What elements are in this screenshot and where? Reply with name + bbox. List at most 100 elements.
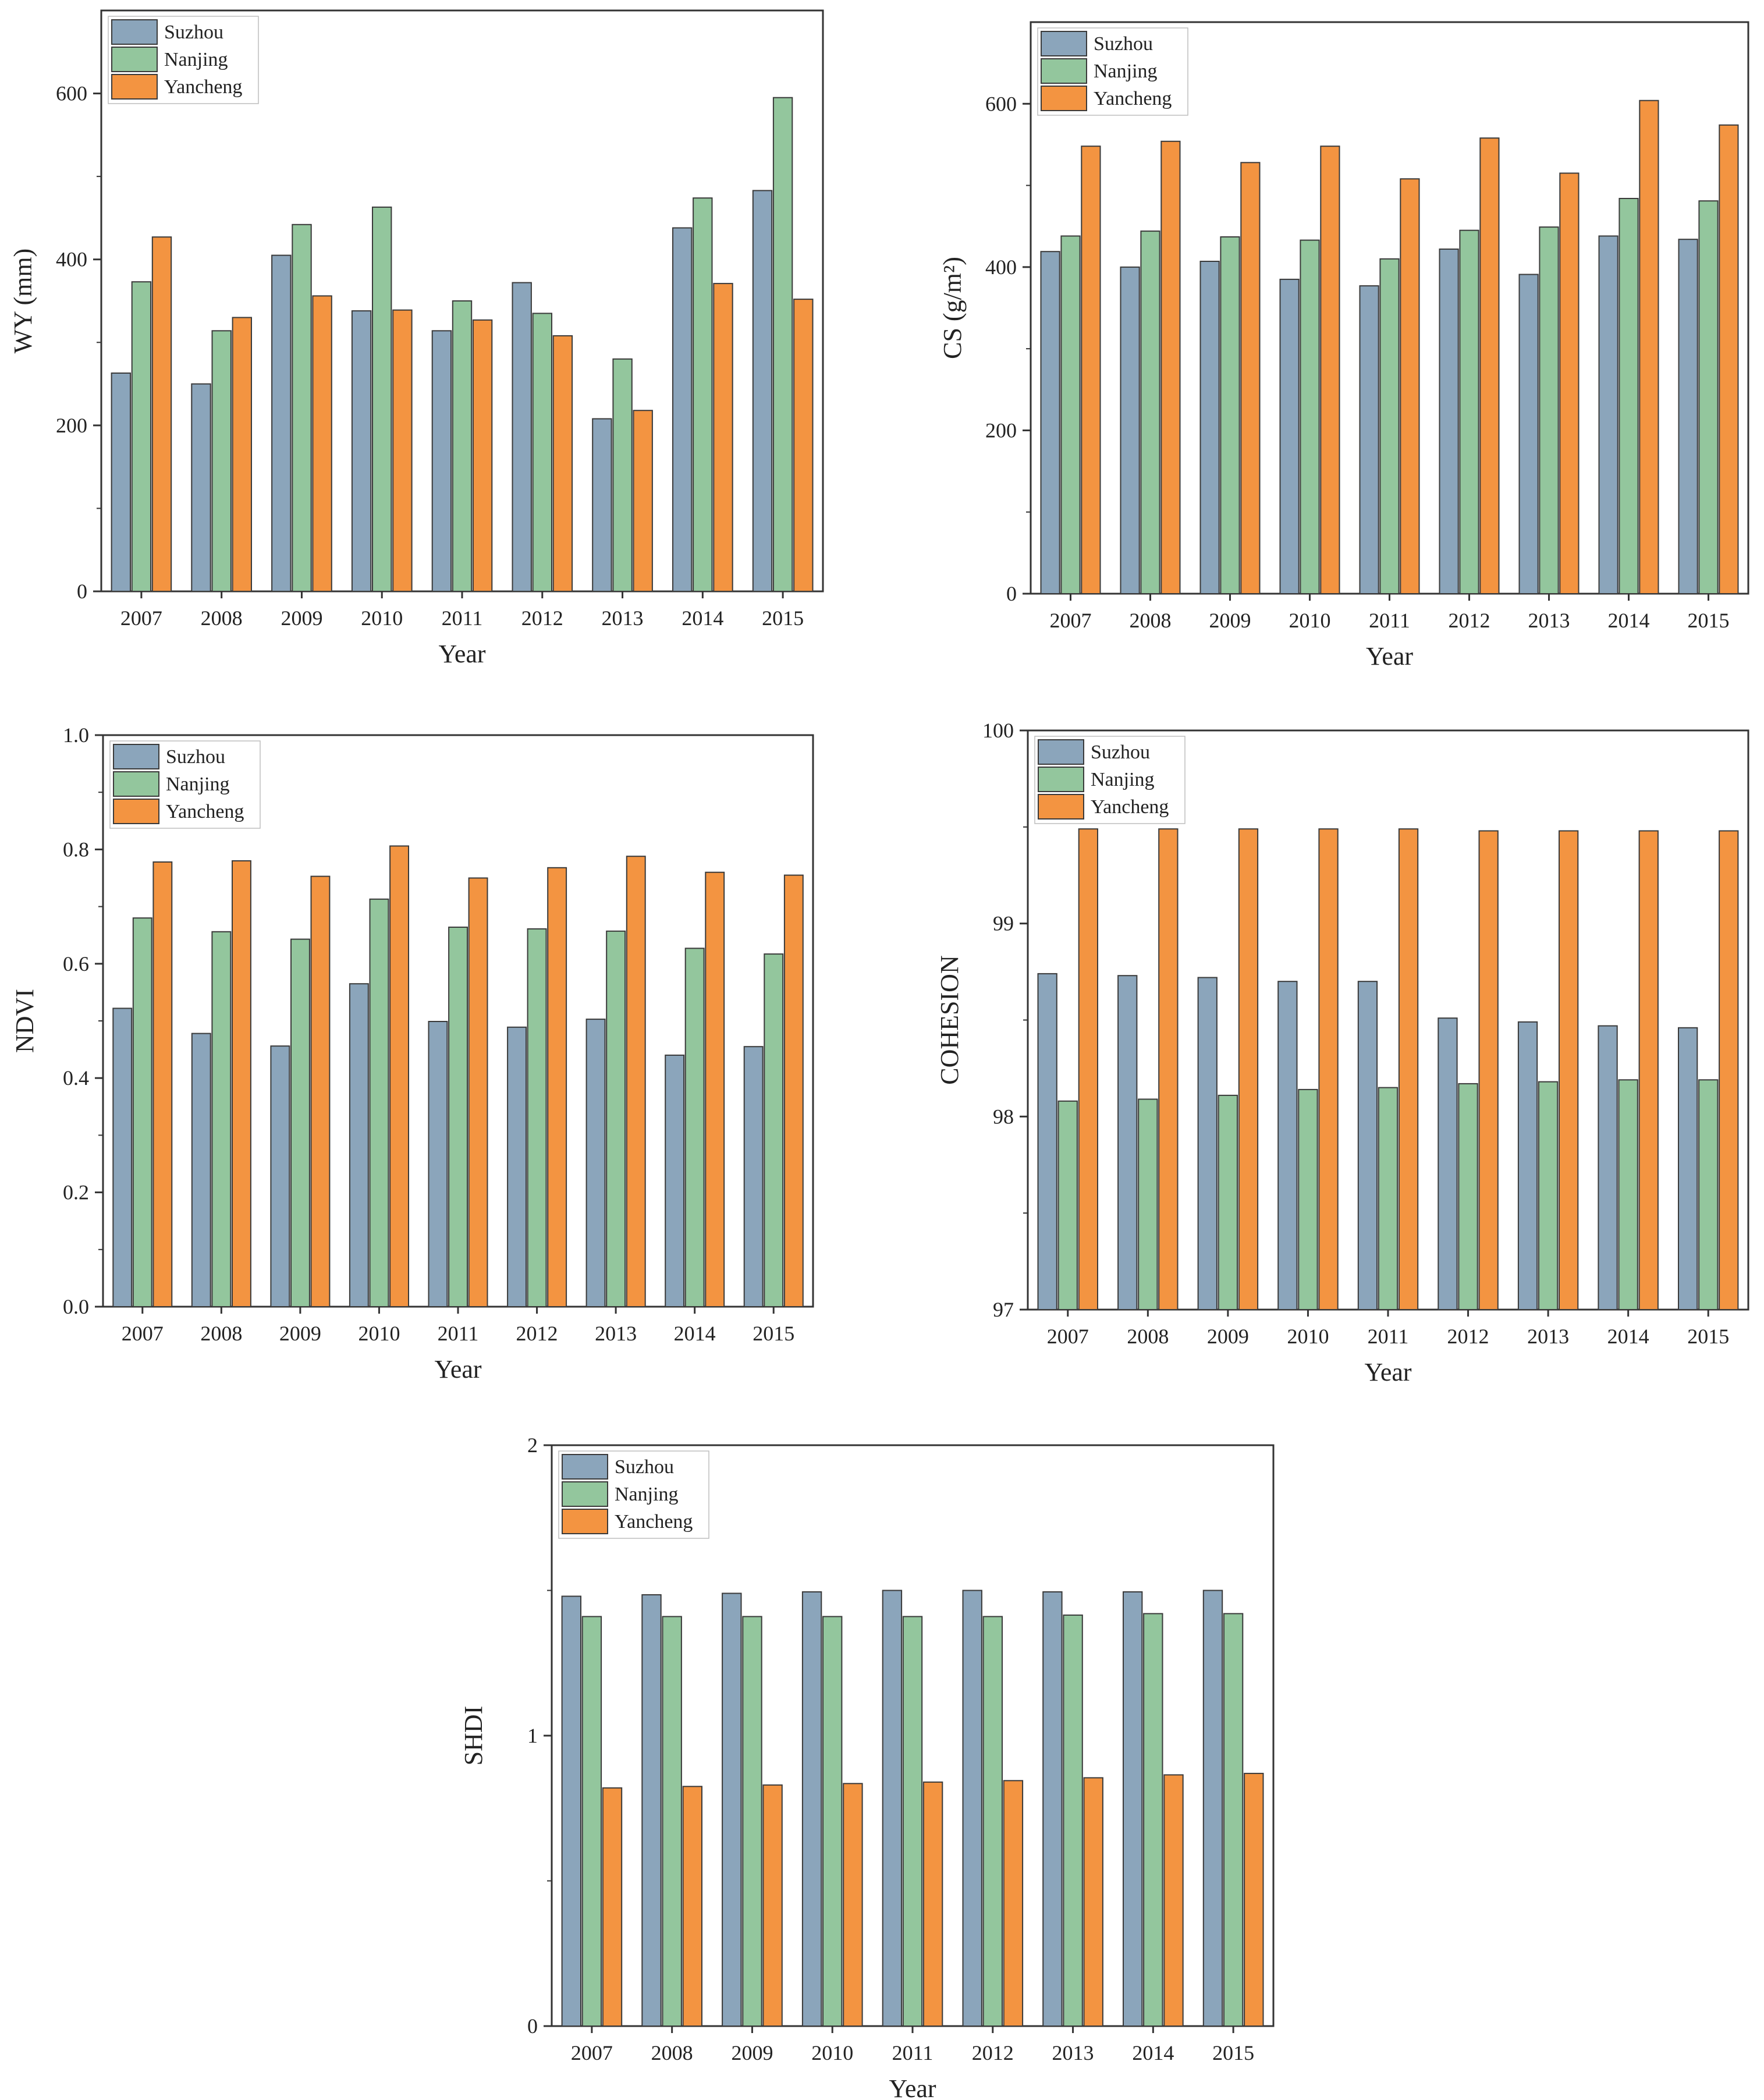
x-tick-label: 2011 [892, 2041, 934, 2064]
legend-label-yancheng: Yancheng [164, 76, 242, 98]
bar-yancheng-2015 [783, 874, 804, 1307]
bar-yancheng-2007 [1078, 828, 1098, 1310]
bar-suzhou-2010 [1277, 981, 1298, 1310]
bar-nanjing-2011 [1378, 1087, 1399, 1310]
bar-nanjing-2015 [1698, 200, 1719, 594]
bar-yancheng-2012 [1003, 1780, 1024, 2027]
bar-nanjing-2015 [1698, 1079, 1719, 1311]
bar-suzhou-2015 [1678, 1027, 1698, 1311]
bar-suzhou-2014 [1598, 235, 1619, 594]
y-tick-label: 1.0 [63, 723, 89, 747]
legend-swatch-yancheng [1038, 794, 1084, 820]
bar-nanjing-2010 [1300, 239, 1320, 595]
bar-nanjing-2011 [452, 300, 473, 592]
bar-nanjing-2012 [982, 1616, 1003, 2027]
bar-yancheng-2011 [1400, 178, 1420, 594]
x-axis-title: Year [1366, 642, 1413, 671]
bar-yancheng-2011 [922, 1781, 943, 2027]
x-tick-label: 2012 [972, 2041, 1014, 2064]
bar-nanjing-2011 [1379, 258, 1400, 594]
bar-suzhou-2012 [1439, 249, 1459, 594]
x-tick-label: 2013 [595, 1322, 637, 1345]
x-axis-title: Year [434, 1355, 481, 1384]
bar-nanjing-2013 [606, 930, 626, 1308]
legend-swatch-nanjing [1041, 58, 1087, 84]
x-tick-label: 2010 [1287, 1325, 1329, 1348]
bar-suzhou-2011 [431, 330, 452, 592]
bar-suzhou-2015 [743, 1046, 764, 1307]
x-tick-label: 2012 [521, 606, 563, 630]
x-tick-label: 2014 [1132, 2041, 1174, 2064]
legend-swatch-suzhou [562, 1454, 608, 1480]
y-axis-title: WY (mm) [9, 249, 37, 353]
bar-suzhou-2012 [962, 1590, 982, 2027]
bar-suzhou-2015 [752, 190, 773, 592]
bar-nanjing-2013 [1538, 1081, 1559, 1310]
bar-suzhou-2011 [1357, 981, 1378, 1310]
bar-suzhou-2008 [641, 1594, 662, 2027]
x-tick-label: 2009 [1207, 1325, 1249, 1348]
legend-label-suzhou: Suzhou [615, 1456, 674, 1478]
x-tick-label: 2009 [731, 2041, 773, 2064]
bar-yancheng-2008 [682, 1786, 702, 2027]
legend-swatch-yancheng [562, 1509, 608, 1534]
bar-nanjing-2007 [132, 917, 152, 1307]
legend-swatch-nanjing [113, 771, 159, 797]
x-tick-label: 2008 [651, 2041, 693, 2064]
legend-label-yancheng: Yancheng [1091, 796, 1169, 818]
bar-yancheng-2009 [762, 1784, 783, 2027]
x-tick-label: 2013 [602, 606, 644, 630]
bar-nanjing-2008 [1138, 1098, 1158, 1310]
y-tick-label: 600 [985, 92, 1017, 115]
bar-yancheng-2008 [232, 860, 251, 1307]
y-tick-label: 0.4 [63, 1066, 89, 1090]
bar-suzhou-2008 [1120, 266, 1140, 594]
bar-yancheng-2014 [705, 871, 725, 1307]
legend-swatch-nanjing [562, 1481, 608, 1507]
legend: Suzhou Nanjing Yancheng [108, 16, 259, 104]
bar-nanjing-2014 [1619, 198, 1639, 594]
bar-suzhou-2013 [1042, 1591, 1063, 2027]
bar-nanjing-2007 [1060, 235, 1081, 594]
bar-suzhou-2012 [1438, 1017, 1458, 1310]
bar-yancheng-2014 [1639, 100, 1659, 594]
bar-suzhou-2012 [507, 1026, 527, 1308]
bar-suzhou-2007 [1040, 251, 1060, 594]
x-tick-label: 2015 [753, 1322, 794, 1345]
bar-suzhou-2014 [665, 1054, 685, 1308]
legend: Suzhou Nanjing Yancheng [109, 740, 261, 829]
bar-nanjing-2012 [527, 928, 547, 1307]
bar-yancheng-2013 [1559, 172, 1580, 594]
legend-label-suzhou: Suzhou [166, 746, 225, 768]
bar-yancheng-2014 [713, 283, 733, 593]
x-tick-label: 2009 [1209, 609, 1251, 632]
bar-yancheng-2007 [152, 861, 173, 1307]
x-tick-label: 2010 [358, 1322, 400, 1345]
bar-yancheng-2012 [1478, 830, 1499, 1310]
legend-swatch-yancheng [111, 74, 158, 100]
bar-yancheng-2014 [1163, 1774, 1184, 2027]
bar-nanjing-2014 [693, 197, 713, 592]
bar-yancheng-2009 [1240, 162, 1261, 594]
x-tick-label: 2010 [811, 2041, 853, 2064]
bar-yancheng-2008 [1160, 140, 1181, 595]
bar-nanjing-2009 [742, 1616, 762, 2027]
bar-nanjing-2009 [290, 938, 310, 1307]
y-tick-label: 2 [527, 1434, 538, 1457]
x-tick-label: 2008 [1130, 609, 1172, 632]
y-tick-label: 400 [985, 256, 1017, 279]
x-tick-label: 2010 [361, 606, 403, 630]
bar-suzhou-2012 [512, 282, 532, 593]
y-tick-label: 98 [993, 1105, 1014, 1128]
bar-nanjing-2015 [772, 97, 793, 592]
legend-label-yancheng: Yancheng [1094, 88, 1172, 109]
y-tick-label: 100 [982, 719, 1014, 742]
y-axis-title: SHDI [459, 1706, 488, 1766]
bar-nanjing-2013 [1063, 1614, 1083, 2027]
bar-nanjing-2011 [448, 927, 468, 1307]
bar-nanjing-2007 [1057, 1100, 1078, 1311]
legend-swatch-suzhou [113, 744, 159, 769]
bar-yancheng-2013 [626, 856, 646, 1307]
bar-suzhou-2013 [1517, 1021, 1538, 1311]
